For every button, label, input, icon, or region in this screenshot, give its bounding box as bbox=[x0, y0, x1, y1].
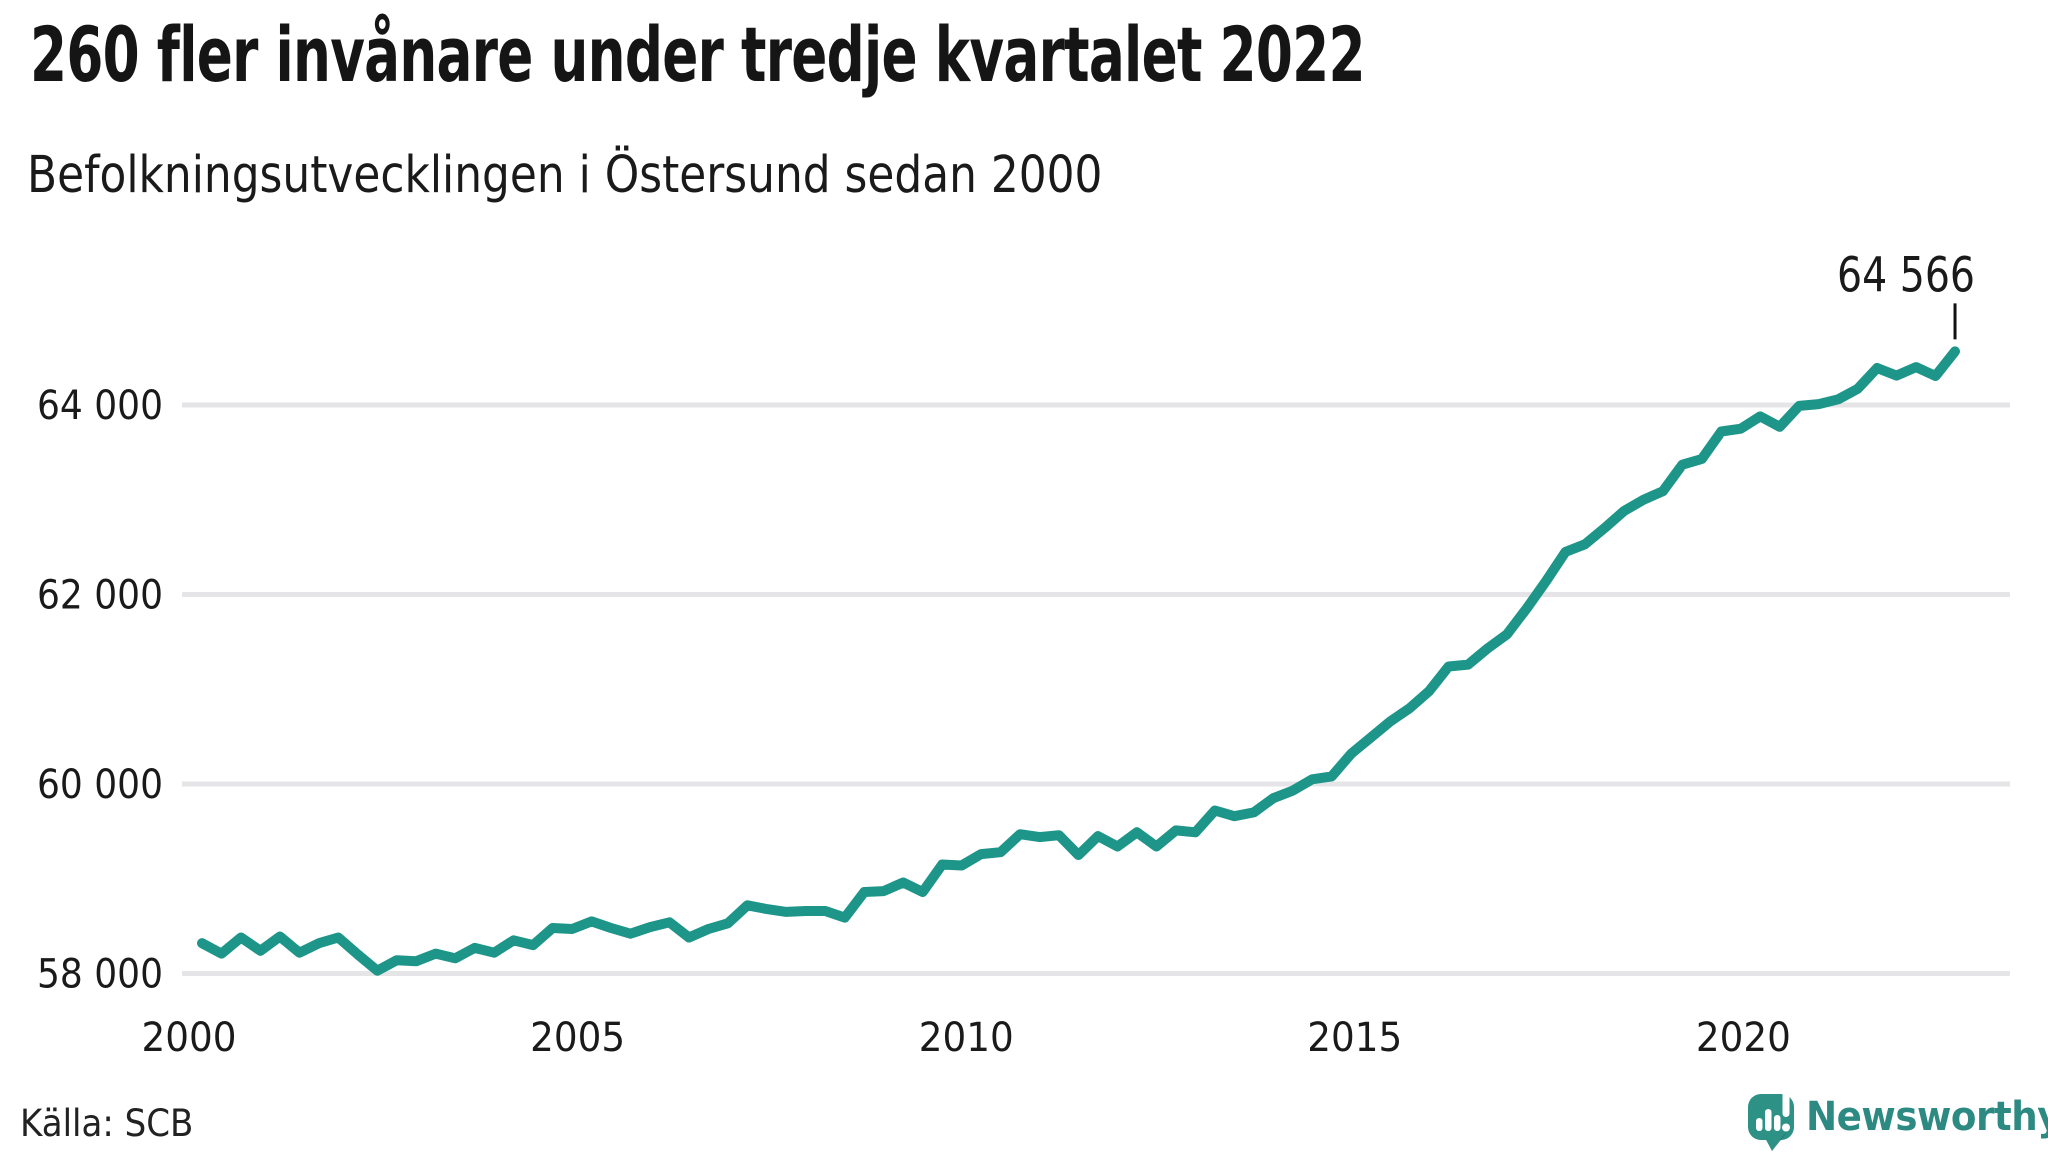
chart-title: 260 fler invånare under tredje kvartalet… bbox=[30, 10, 1365, 99]
y-axis-label-58000: 58 000 bbox=[37, 952, 163, 998]
source-label: Källa: SCB bbox=[20, 1102, 194, 1145]
x-axis-label-2005: 2005 bbox=[530, 1015, 625, 1061]
newsworthy-wordmark: Newsworthy bbox=[1806, 1094, 2048, 1140]
y-axis-label-60000: 60 000 bbox=[37, 762, 163, 808]
y-axis-label-62000: 62 000 bbox=[37, 573, 163, 619]
chart-subtitle: Befolkningsutvecklingen i Östersund seda… bbox=[27, 146, 1103, 205]
y-axis-label-64000: 64 000 bbox=[37, 383, 163, 429]
annotation-value-label: 64 566 bbox=[1837, 247, 1975, 303]
x-axis-label-2000: 2000 bbox=[142, 1015, 237, 1061]
population-line bbox=[197, 346, 1960, 976]
x-axis-label-2015: 2015 bbox=[1307, 1015, 1402, 1061]
newsworthy-logo-icon bbox=[1748, 1081, 1794, 1151]
x-axis-label-2020: 2020 bbox=[1696, 1015, 1791, 1061]
x-axis-label-2010: 2010 bbox=[919, 1015, 1014, 1061]
